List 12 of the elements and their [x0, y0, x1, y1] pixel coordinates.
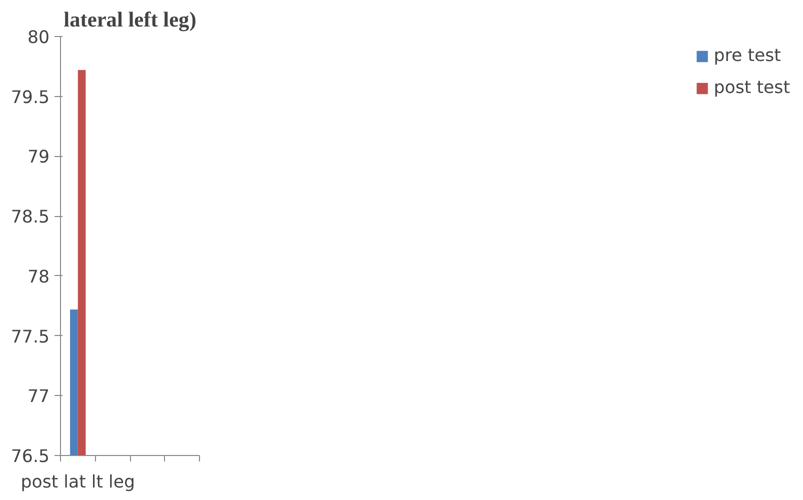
y-tick-label: 78.5 [10, 208, 50, 228]
y-tick-label: 77 [27, 387, 50, 408]
y-tick-label: 76.5 [10, 447, 50, 467]
x-tick-label: post lat lt leg [20, 472, 136, 492]
legend-label: post test [714, 78, 790, 98]
y-tick-label: 79 [27, 148, 50, 168]
y-tick-label: 79.5 [10, 88, 50, 108]
chart-title: lateral left leg) [64, 8, 196, 32]
y-tick-label: 77.5 [10, 327, 50, 348]
legend-label: pre test [714, 46, 781, 66]
y-tick-label: 78 [27, 267, 50, 288]
y-tick-label: 80 [27, 28, 50, 48]
